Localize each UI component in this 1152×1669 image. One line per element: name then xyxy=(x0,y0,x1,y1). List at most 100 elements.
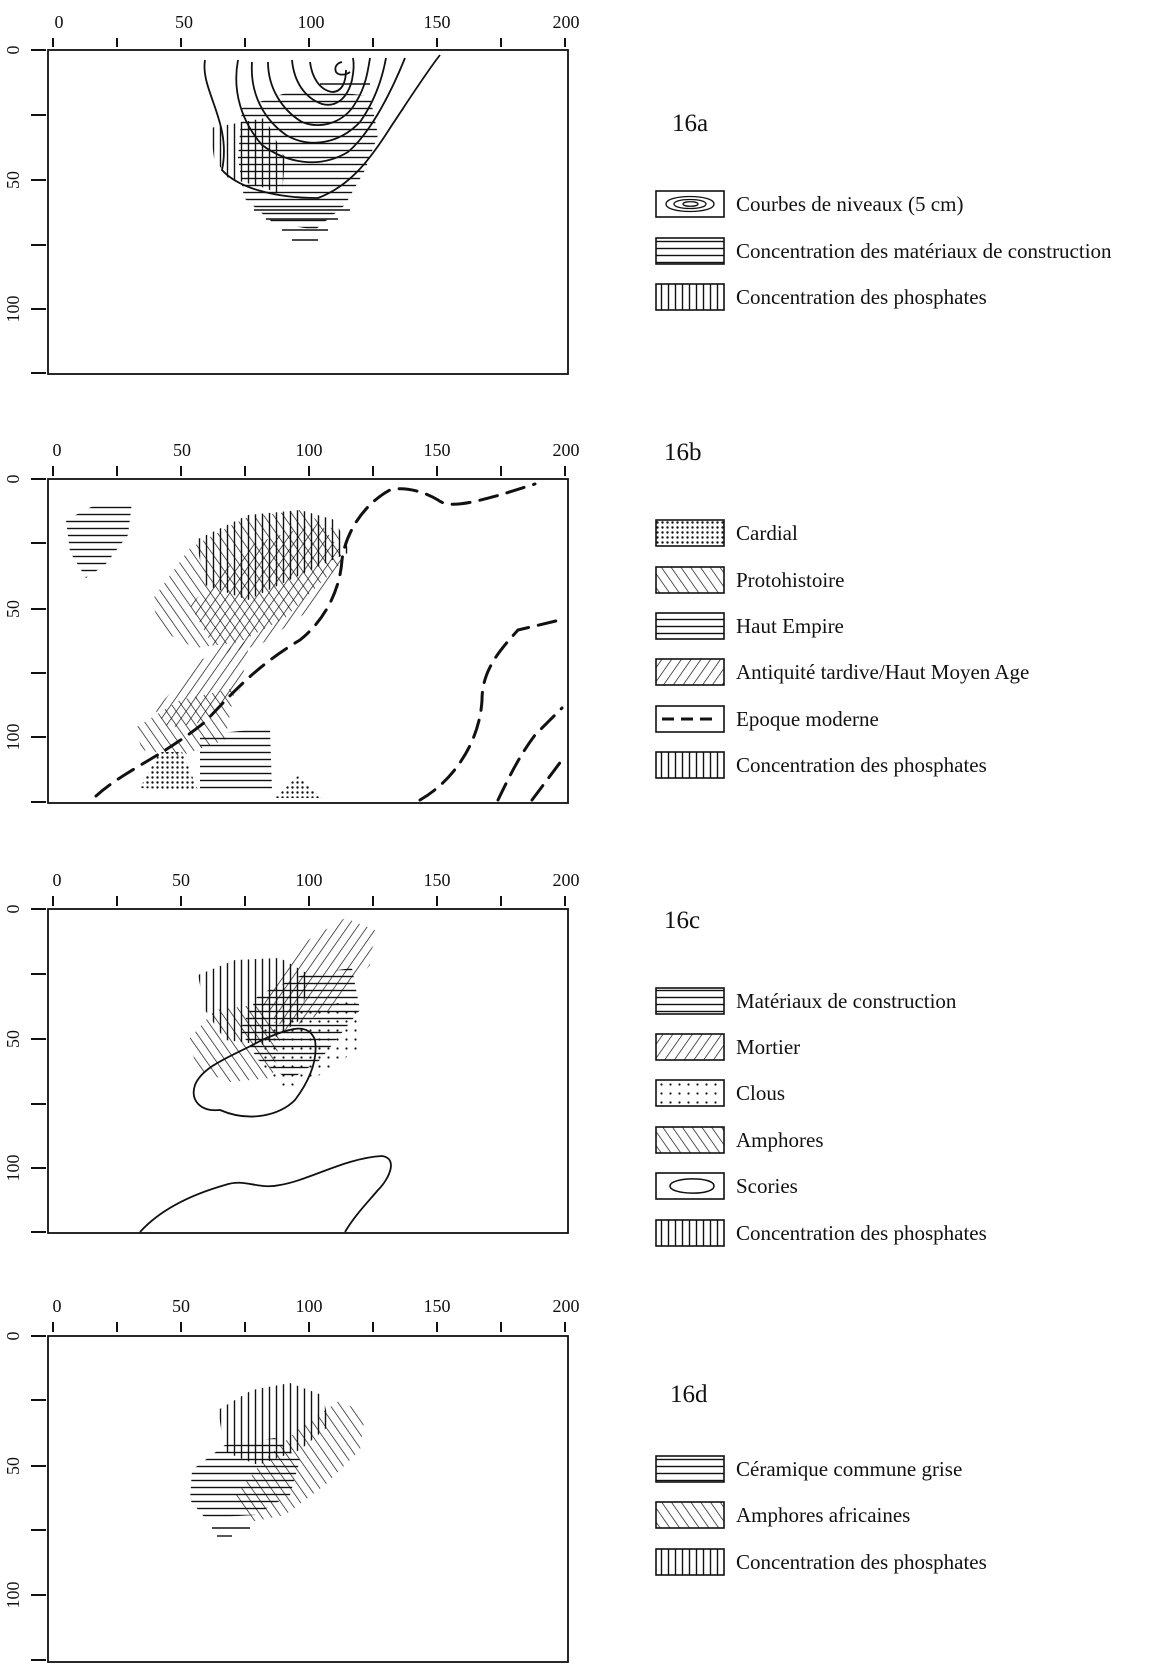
y-tick-marks xyxy=(31,49,46,374)
legend-item: Céramique commune grise xyxy=(655,1455,962,1483)
swatch-horizontal-hatch xyxy=(655,1455,725,1483)
swatch-backslash-hatch xyxy=(655,1501,725,1529)
legend-item: Protohistoire xyxy=(655,566,845,594)
x-axis: 0 50 100 150 200 xyxy=(52,1296,580,1332)
plot-features xyxy=(66,482,564,802)
legend-item: Scories xyxy=(655,1172,798,1200)
y-tick-label: 100 xyxy=(3,296,23,323)
legend-label: Concentration des phosphates xyxy=(736,1550,987,1574)
swatch-vertical-hatch xyxy=(655,751,725,779)
swatch-vertical-hatch xyxy=(655,283,725,311)
legend-label: Mortier xyxy=(736,1035,800,1059)
plot-16b: 0 50 100 150 200 0 50 100 xyxy=(3,440,580,804)
legend-item: Cardial xyxy=(655,519,798,547)
legend-label: Haut Empire xyxy=(736,614,844,638)
panel-label: 16d xyxy=(670,1381,708,1408)
legend-label: Cardial xyxy=(736,521,798,545)
legend-item: Courbes de niveaux (5 cm) xyxy=(655,190,963,218)
y-axis: 0 50 100 xyxy=(3,46,46,374)
x-tick-label: 200 xyxy=(553,870,580,890)
x-axis: 0 50 100 150 200 xyxy=(52,870,580,906)
y-axis: 0 50 100 xyxy=(3,1332,46,1661)
x-tick-label: 0 xyxy=(53,1296,62,1316)
construction-material-zone xyxy=(238,88,378,230)
swatch-sparse-dots xyxy=(655,1079,725,1107)
y-tick-label: 50 xyxy=(3,1030,23,1048)
legend-item: Concentration des phosphates xyxy=(655,283,987,311)
x-tick-label: 50 xyxy=(172,1296,190,1316)
plot-features xyxy=(203,54,441,241)
legend-label: Céramique commune grise xyxy=(736,1457,962,1481)
y-tick-marks xyxy=(31,478,46,803)
plot-frame xyxy=(47,478,569,804)
x-axis: 0 50 100 150 200 xyxy=(52,440,580,476)
elevation-contours xyxy=(203,54,441,199)
swatch-slash-hatch xyxy=(655,1033,725,1061)
swatch-horizontal-hatch xyxy=(655,237,725,265)
panel-16a: 0 50 100 150 200 0 50 100 xyxy=(3,12,1112,375)
swatch-vertical-hatch xyxy=(655,1219,725,1247)
legend-label: Clous xyxy=(736,1081,785,1105)
panel-16d: 0 50 100 150 200 0 50 100 xyxy=(3,1296,987,1663)
x-tick-label: 0 xyxy=(55,12,64,32)
swatch-contour xyxy=(655,190,725,218)
plot-frame xyxy=(47,908,569,1234)
legend-16d: Céramique commune grise Amphores africai… xyxy=(655,1455,987,1576)
panel-label: 16a xyxy=(672,110,708,137)
x-tick-marks xyxy=(52,466,566,476)
legend-item: Antiquité tardive/Haut Moyen Age xyxy=(655,658,1029,686)
legend-item: Amphores xyxy=(655,1126,824,1154)
y-tick-label: 0 xyxy=(3,905,23,914)
cardial-zone xyxy=(140,752,198,790)
legend-label: Concentration des phosphates xyxy=(736,285,987,309)
legend-16a: Courbes de niveaux (5 cm) Concentration … xyxy=(655,190,1112,311)
y-tick-label: 0 xyxy=(3,46,23,55)
x-tick-label: 100 xyxy=(296,870,323,890)
x-tick-label: 0 xyxy=(53,870,62,890)
x-tick-marks xyxy=(52,896,566,906)
legend-label: Amphores xyxy=(736,1128,824,1152)
amphores-africaines-zone xyxy=(232,1400,365,1522)
plot-16c: 0 50 100 150 200 0 50 100 xyxy=(3,870,580,1234)
x-tick-label: 50 xyxy=(172,870,190,890)
legend-16b: Cardial Protohistoire Haut Empire Antiqu… xyxy=(655,519,1029,779)
contour-loop-icon xyxy=(665,195,715,213)
plot-16d: 0 50 100 150 200 0 50 100 xyxy=(3,1296,580,1663)
swatch-slash-hatch xyxy=(655,658,725,686)
x-tick-marks xyxy=(52,38,566,47)
plot-features xyxy=(139,918,392,1233)
x-tick-label: 200 xyxy=(553,12,580,32)
swatch-dots xyxy=(655,519,725,547)
legend-label: Antiquité tardive/Haut Moyen Age xyxy=(736,660,1029,684)
x-tick-label: 50 xyxy=(175,12,193,32)
legend-item: Epoque moderne xyxy=(655,705,879,733)
swatch-backslash-hatch xyxy=(655,1126,725,1154)
y-tick-label: 100 xyxy=(3,724,23,751)
x-tick-label: 150 xyxy=(424,440,451,460)
x-tick-marks xyxy=(52,1322,566,1332)
x-tick-label: 150 xyxy=(424,1296,451,1316)
clous-zone xyxy=(258,1000,360,1090)
legend-label: Courbes de niveaux (5 cm) xyxy=(736,192,963,216)
haut-empire-zone xyxy=(66,502,132,578)
ceramique-grise-dashes xyxy=(212,1527,250,1537)
legend-16c: Matériaux de construction Mortier Clous … xyxy=(655,987,987,1247)
panel-16b: 0 50 100 150 200 0 50 100 xyxy=(3,439,1029,804)
swatch-horizontal-hatch xyxy=(655,612,725,640)
y-tick-label: 50 xyxy=(3,600,23,618)
y-tick-label: 50 xyxy=(3,171,23,189)
legend-item: Concentration des phosphates xyxy=(655,1219,987,1247)
y-tick-marks xyxy=(31,1335,46,1661)
panel-label: 16b xyxy=(664,439,702,466)
x-tick-label: 100 xyxy=(296,440,323,460)
plot-frame xyxy=(47,1335,569,1663)
legend-label: Amphores africaines xyxy=(736,1503,910,1527)
legend-item: Matériaux de construction xyxy=(655,987,957,1015)
legend-item: Concentration des matériaux de construct… xyxy=(655,237,1112,265)
y-tick-label: 0 xyxy=(3,1332,23,1341)
panel-16c: 0 50 100 150 200 0 50 100 xyxy=(3,870,987,1247)
swatch-loop xyxy=(655,1172,725,1200)
cardial-zone xyxy=(275,776,322,798)
x-axis: 0 50 100 150 200 xyxy=(52,12,580,47)
